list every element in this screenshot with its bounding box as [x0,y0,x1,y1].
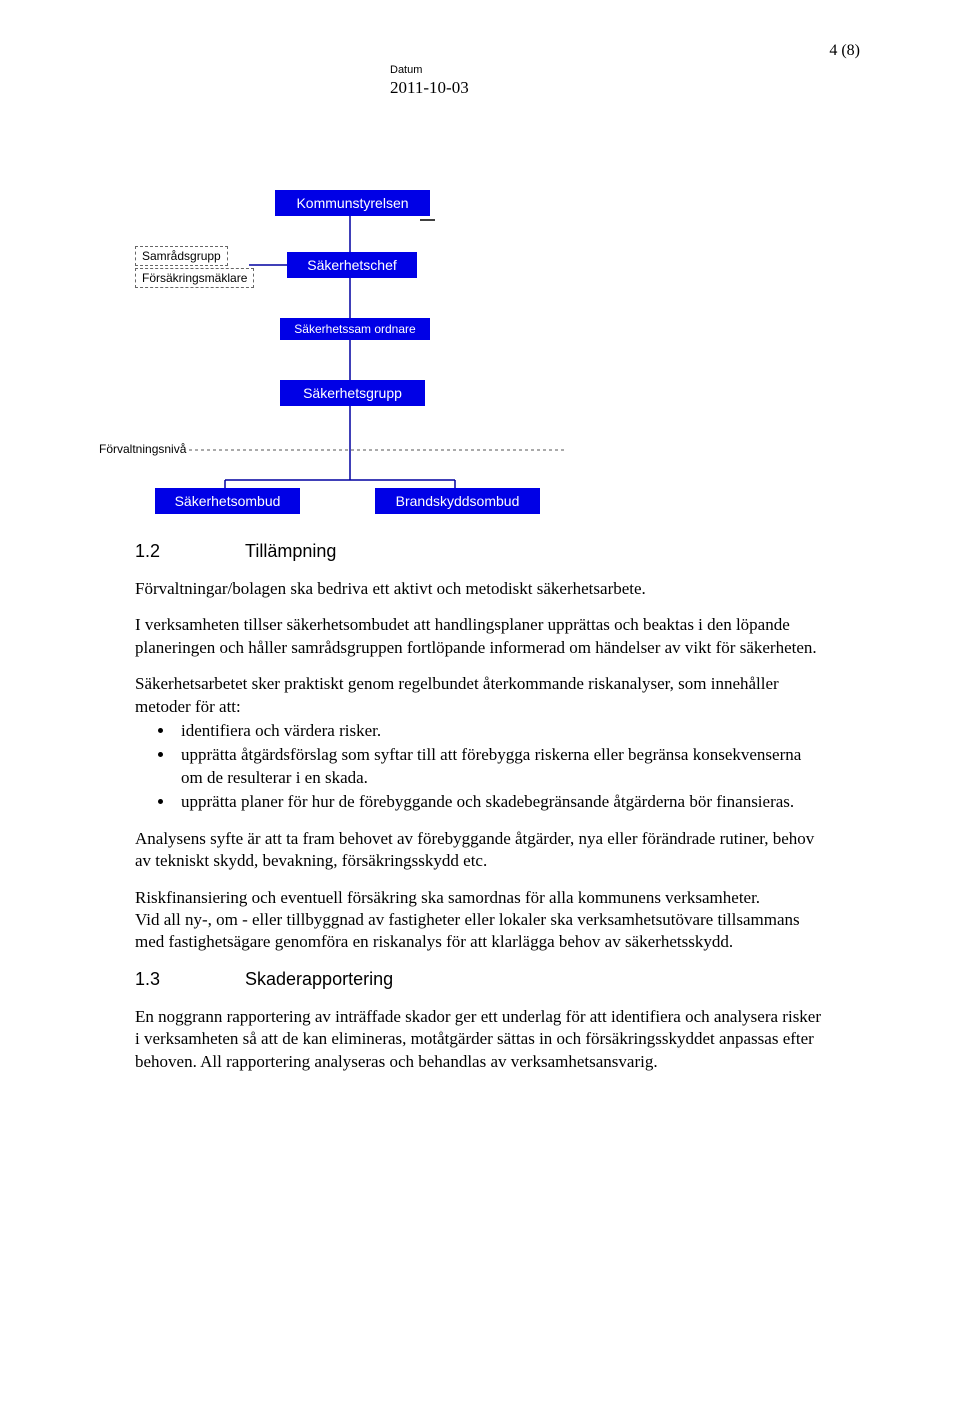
paragraph: Säkerhetsarbetet sker praktiskt genom re… [135,673,825,718]
paragraph: En noggrann rapportering av inträffade s… [135,1006,825,1073]
header-label: Datum [390,64,469,76]
org-box-sakerhetsgrupp: Säkerhetsgrupp [280,380,425,406]
bullet-list: identifiera och värdera risker. upprätta… [135,720,825,814]
org-box-sakerhetschef: Säkerhetschef [287,252,417,278]
document-body: 1.2Tillämpning Förvaltningar/bolagen ska… [135,540,825,1073]
page-number: 4 (8) [829,42,860,60]
list-item: upprätta planer för hur de förebyggande … [175,791,825,813]
paragraph: Förvaltningar/bolagen ska bedriva ett ak… [135,578,825,600]
org-label-forsakringsmaklare: Försäkringsmäklare [135,268,254,288]
org-label-samradsgrupp: Samrådsgrupp [135,246,228,266]
header-date: 2011-10-03 [390,78,469,98]
heading-number: 1.3 [135,968,245,992]
org-box-sakerhetsombud: Säkerhetsombud [155,488,300,514]
list-item: identifiera och värdera risker. [175,720,825,742]
org-label-forvaltningsniva: Förvaltningsnivå [99,440,186,458]
heading-title: Tillämpning [245,541,336,561]
header: Datum 2011-10-03 [390,64,469,98]
list-item: upprätta åtgärdsförslag som syftar till … [175,744,825,789]
org-box-samordnare: Säkerhetssam ordnare [280,318,430,340]
paragraph: Analysens syfte är att ta fram behovet a… [135,828,825,873]
paragraph: Riskfinansiering och eventuell försäkrin… [135,887,825,909]
org-chart-lines [135,190,565,514]
paragraph: I verksamheten tillser säkerhetsombudet … [135,614,825,659]
paragraph: Vid all ny-, om - eller tillbyggnad av f… [135,909,825,954]
org-box-brandskyddsombud: Brandskyddsombud [375,488,540,514]
heading-1-3: 1.3Skaderapportering [135,968,825,992]
org-box-kommunstyrelsen: Kommunstyrelsen [275,190,430,216]
org-chart: Kommunstyrelsen Säkerhetschef Säkerhetss… [135,190,565,514]
heading-number: 1.2 [135,540,245,564]
heading-title: Skaderapportering [245,969,393,989]
heading-1-2: 1.2Tillämpning [135,540,825,564]
